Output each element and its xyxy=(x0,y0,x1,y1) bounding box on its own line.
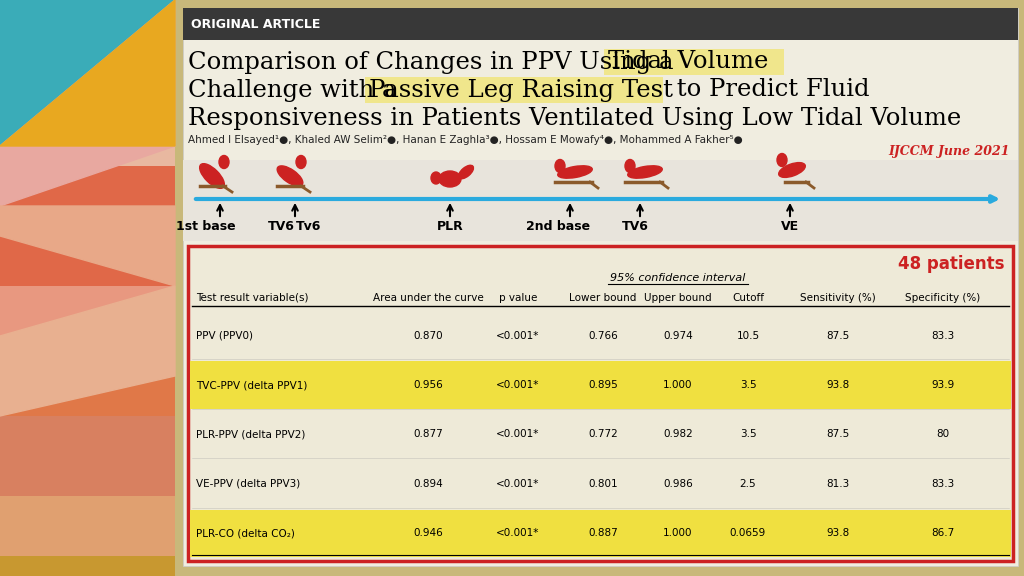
Text: 0.982: 0.982 xyxy=(664,430,693,439)
Text: 1.000: 1.000 xyxy=(664,380,693,390)
Text: 0.894: 0.894 xyxy=(413,479,442,489)
Ellipse shape xyxy=(431,172,441,184)
Ellipse shape xyxy=(625,160,635,172)
FancyBboxPatch shape xyxy=(183,160,1018,241)
Text: ORIGINAL ARTICLE: ORIGINAL ARTICLE xyxy=(191,17,321,31)
Text: 0.870: 0.870 xyxy=(414,331,442,340)
Text: Tv6: Tv6 xyxy=(296,220,322,233)
Ellipse shape xyxy=(200,164,224,188)
Ellipse shape xyxy=(778,162,805,177)
Text: 0.887: 0.887 xyxy=(588,528,617,538)
Bar xyxy=(0,496,175,576)
Text: 3.5: 3.5 xyxy=(739,380,757,390)
Text: 0.974: 0.974 xyxy=(664,331,693,340)
Text: Cutoff: Cutoff xyxy=(732,293,764,303)
Text: PLR: PLR xyxy=(436,220,464,233)
Text: 3.5: 3.5 xyxy=(739,430,757,439)
Text: TVC-PPV (delta PPV1): TVC-PPV (delta PPV1) xyxy=(196,380,307,390)
Text: Specificity (%): Specificity (%) xyxy=(905,293,981,303)
Bar xyxy=(0,286,175,336)
Text: Lower bound: Lower bound xyxy=(569,293,637,303)
Text: 86.7: 86.7 xyxy=(932,528,954,538)
Text: 83.3: 83.3 xyxy=(932,331,954,340)
Ellipse shape xyxy=(278,166,303,186)
Text: 93.8: 93.8 xyxy=(826,380,850,390)
Text: 1.000: 1.000 xyxy=(664,528,693,538)
Text: VE-PPV (delta PPV3): VE-PPV (delta PPV3) xyxy=(196,479,300,489)
FancyBboxPatch shape xyxy=(183,8,1018,566)
Polygon shape xyxy=(0,286,175,416)
Text: TV6: TV6 xyxy=(267,220,295,233)
Text: 87.5: 87.5 xyxy=(826,430,850,439)
Text: 48 patients: 48 patients xyxy=(898,255,1005,273)
Ellipse shape xyxy=(219,156,229,169)
FancyBboxPatch shape xyxy=(188,246,1013,561)
Text: <0.001*: <0.001* xyxy=(497,479,540,489)
Text: 0.877: 0.877 xyxy=(413,430,442,439)
Text: Upper bound: Upper bound xyxy=(644,293,712,303)
Ellipse shape xyxy=(555,160,565,172)
Text: 0.986: 0.986 xyxy=(664,479,693,489)
Text: <0.001*: <0.001* xyxy=(497,430,540,439)
Polygon shape xyxy=(0,206,175,286)
Text: 0.946: 0.946 xyxy=(413,528,442,538)
Ellipse shape xyxy=(439,171,461,187)
Text: 81.3: 81.3 xyxy=(826,479,850,489)
Text: PLR-PPV (delta PPV2): PLR-PPV (delta PPV2) xyxy=(196,430,305,439)
Ellipse shape xyxy=(459,165,473,179)
Ellipse shape xyxy=(296,156,306,169)
Text: 0.956: 0.956 xyxy=(413,380,442,390)
Text: IJCCM June 2021: IJCCM June 2021 xyxy=(889,146,1010,158)
Text: 0.766: 0.766 xyxy=(588,331,617,340)
Text: 83.3: 83.3 xyxy=(932,479,954,489)
FancyBboxPatch shape xyxy=(190,510,1011,557)
Text: Tidal Volume: Tidal Volume xyxy=(608,51,768,74)
Text: Passive Leg Raising Test: Passive Leg Raising Test xyxy=(369,78,673,101)
Text: 0.801: 0.801 xyxy=(588,479,617,489)
Text: Comparison of Changes in PPV Using a: Comparison of Changes in PPV Using a xyxy=(188,51,681,74)
Text: 0.0659: 0.0659 xyxy=(730,528,766,538)
Text: 2.5: 2.5 xyxy=(739,479,757,489)
Ellipse shape xyxy=(777,153,787,166)
Text: VE: VE xyxy=(781,220,799,233)
Polygon shape xyxy=(0,0,175,146)
Text: 93.8: 93.8 xyxy=(826,528,850,538)
Text: 0.895: 0.895 xyxy=(588,380,617,390)
FancyBboxPatch shape xyxy=(183,8,1018,40)
Ellipse shape xyxy=(628,166,663,178)
Text: Challenge with a: Challenge with a xyxy=(188,78,404,101)
Text: Sensitivity (%): Sensitivity (%) xyxy=(800,293,876,303)
Text: <0.001*: <0.001* xyxy=(497,380,540,390)
Text: 93.9: 93.9 xyxy=(932,380,954,390)
FancyBboxPatch shape xyxy=(365,77,663,103)
Text: TV6: TV6 xyxy=(622,220,648,233)
Bar xyxy=(0,416,175,496)
Bar xyxy=(0,336,175,416)
Text: <0.001*: <0.001* xyxy=(497,528,540,538)
Bar xyxy=(0,0,175,176)
Bar xyxy=(0,166,175,286)
Text: 87.5: 87.5 xyxy=(826,331,850,340)
Text: 0.772: 0.772 xyxy=(588,430,617,439)
Text: p value: p value xyxy=(499,293,538,303)
Bar xyxy=(0,556,175,576)
Text: Ahmed I Elsayed¹●, Khaled AW Selim²●, Hanan E Zaghla³●, Hossam E Mowafy⁴●, Moham: Ahmed I Elsayed¹●, Khaled AW Selim²●, Ha… xyxy=(188,135,742,145)
Text: PPV (PPV0): PPV (PPV0) xyxy=(196,331,253,340)
FancyBboxPatch shape xyxy=(190,361,1011,409)
Text: 95% confidence interval: 95% confidence interval xyxy=(610,273,745,283)
Text: Area under the curve: Area under the curve xyxy=(373,293,483,303)
Text: Responsiveness in Patients Ventilated Using Low Tidal Volume: Responsiveness in Patients Ventilated Us… xyxy=(188,107,962,130)
Text: PLR-CO (delta CO₂): PLR-CO (delta CO₂) xyxy=(196,528,295,538)
Text: 2nd base: 2nd base xyxy=(526,220,590,233)
Polygon shape xyxy=(0,0,175,206)
Text: Test result variable(s): Test result variable(s) xyxy=(196,293,308,303)
Text: 1st base: 1st base xyxy=(176,220,236,233)
Ellipse shape xyxy=(558,166,592,178)
Text: 80: 80 xyxy=(936,430,949,439)
FancyBboxPatch shape xyxy=(604,49,784,75)
Text: to Predict Fluid: to Predict Fluid xyxy=(669,78,869,101)
Text: 10.5: 10.5 xyxy=(736,331,760,340)
Text: <0.001*: <0.001* xyxy=(497,331,540,340)
Polygon shape xyxy=(0,0,175,206)
